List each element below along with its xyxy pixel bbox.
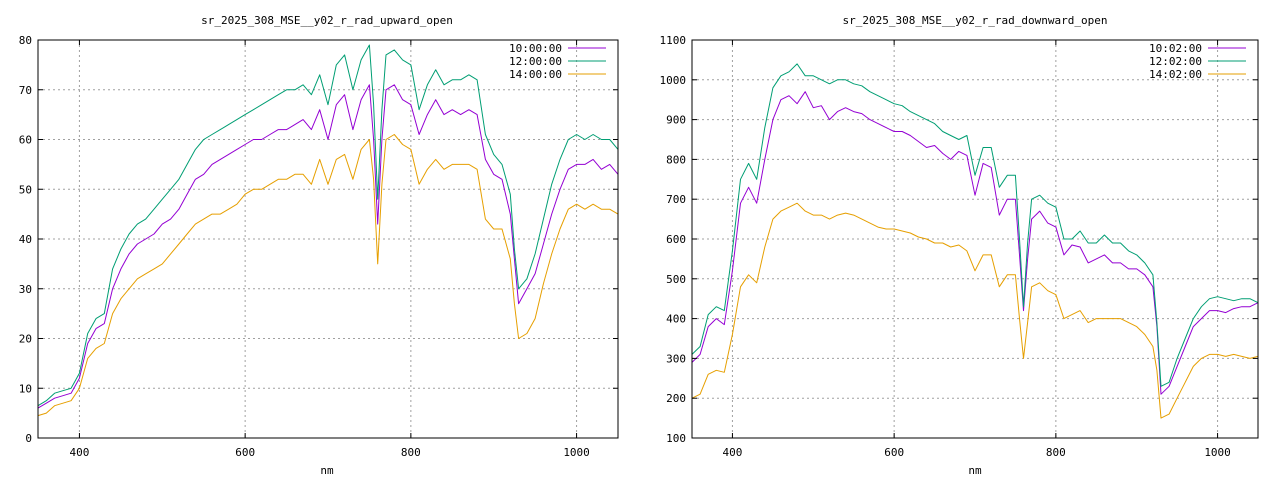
y-tick-label: 0 — [25, 432, 32, 445]
series-line — [691, 63, 1259, 387]
series-line — [691, 202, 1259, 419]
y-tick-label: 600 — [666, 233, 686, 246]
y-tick-label: 1100 — [660, 34, 687, 47]
legend-label: 12:02:00 — [1149, 55, 1202, 68]
legend-label: 14:02:00 — [1149, 68, 1202, 81]
x-axis-label: nm — [320, 464, 334, 477]
legend-label: 10:00:00 — [509, 42, 562, 55]
y-tick-label: 40 — [19, 233, 32, 246]
y-tick-label: 80 — [19, 34, 32, 47]
series-line — [691, 91, 1259, 395]
x-tick-label: 600 — [235, 446, 255, 459]
y-tick-label: 100 — [666, 432, 686, 445]
y-tick-label: 1000 — [660, 74, 687, 87]
x-axis-label: nm — [968, 464, 982, 477]
y-tick-label: 900 — [666, 114, 686, 127]
upward-radiance-chart: sr_2025_308_MSE__y02_r_rad_upward_open 0… — [19, 14, 619, 477]
series-lines — [37, 44, 619, 417]
x-tick-label: 800 — [1046, 446, 1066, 459]
y-tick-label: 700 — [666, 193, 686, 206]
x-tick-label: 800 — [401, 446, 421, 459]
x-tick-label: 400 — [69, 446, 89, 459]
series-line — [37, 134, 619, 417]
legend-label: 14:00:00 — [509, 68, 562, 81]
y-tick-label: 50 — [19, 183, 32, 196]
y-tick-label: 400 — [666, 313, 686, 326]
y-tick-label: 30 — [19, 283, 32, 296]
x-tick-label: 1000 — [563, 446, 590, 459]
y-tick-label: 10 — [19, 382, 32, 395]
grid — [692, 40, 1258, 438]
legend-label: 12:00:00 — [509, 55, 562, 68]
y-tick-label: 300 — [666, 352, 686, 365]
y-tick-label: 500 — [666, 273, 686, 286]
downward-radiance-chart: sr_2025_308_MSE__y02_r_rad_downward_open… — [660, 14, 1259, 477]
chart-title: sr_2025_308_MSE__y02_r_rad_downward_open — [843, 14, 1108, 27]
y-tick-label: 60 — [19, 134, 32, 147]
grid — [38, 40, 618, 438]
x-tick-label: 400 — [722, 446, 742, 459]
series-line — [37, 84, 619, 409]
legend-label: 10:02:00 — [1149, 42, 1202, 55]
y-tick-label: 70 — [19, 84, 32, 97]
y-tick-label: 800 — [666, 153, 686, 166]
series-lines — [691, 63, 1259, 419]
axis-ticks: 100 200 300 400 500 600 700 800 900 1000 1100 400 60… — [660, 34, 1258, 459]
y-tick-label: 20 — [19, 333, 32, 346]
x-tick-label: 1000 — [1204, 446, 1231, 459]
chart-title: sr_2025_308_MSE__y02_r_rad_upward_open — [201, 14, 453, 27]
axis-ticks: 0 10 20 30 40 50 60 70 80 400 600 800 1000 — [19, 34, 618, 459]
y-tick-label: 200 — [666, 392, 686, 405]
series-line — [37, 44, 619, 407]
x-tick-label: 600 — [884, 446, 904, 459]
